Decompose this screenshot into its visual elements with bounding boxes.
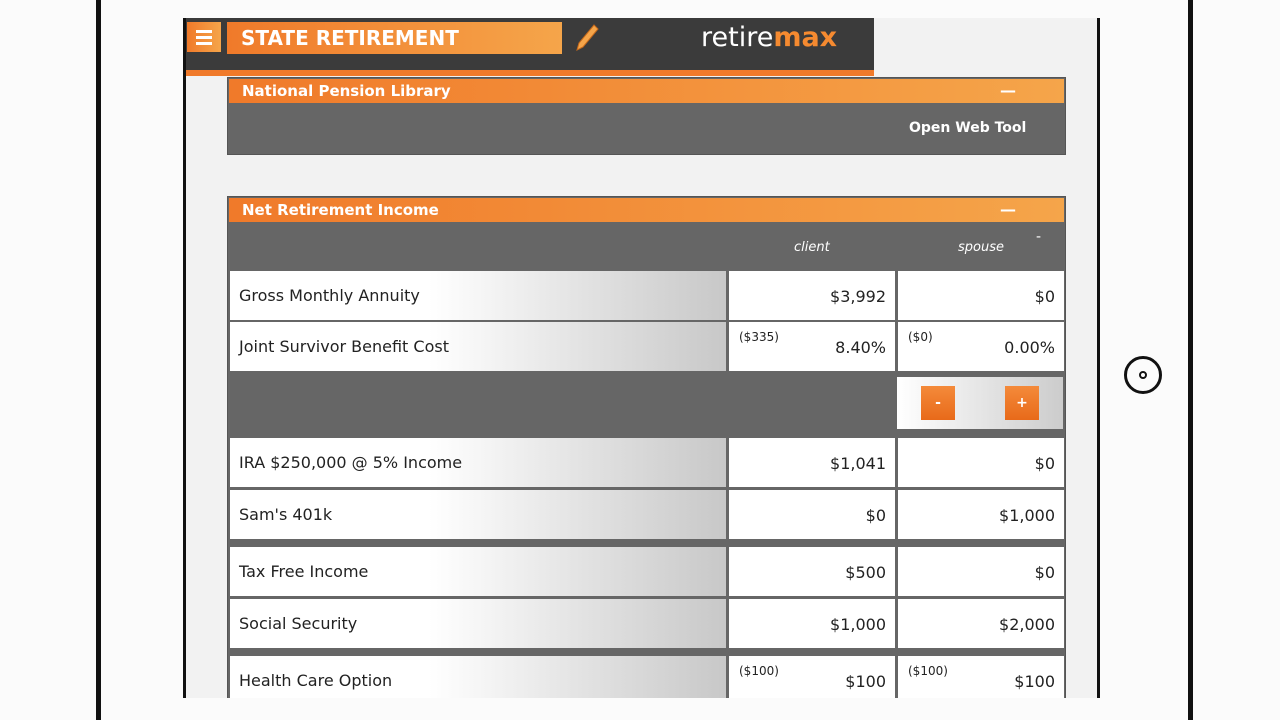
stepper-plus[interactable]: + bbox=[1005, 386, 1039, 420]
client-value: $0 bbox=[865, 506, 886, 525]
library-title: National Pension Library bbox=[229, 79, 1064, 103]
screen: STATE RETIREMENT retiremax National Pens… bbox=[183, 18, 1100, 698]
spouse-note: ($100) bbox=[908, 664, 948, 678]
client-note: ($100) bbox=[739, 664, 779, 678]
client-value: $1,041 bbox=[830, 454, 886, 473]
frame-right bbox=[1188, 0, 1193, 720]
spouse-cell: ($100) $100 bbox=[898, 656, 1064, 698]
row-label: IRA $250,000 @ 5% Income bbox=[230, 438, 726, 487]
library-panel: National Pension Library — Open Web Tool bbox=[227, 77, 1066, 155]
income-title: Net Retirement Income bbox=[229, 198, 1064, 222]
app-title: STATE RETIREMENT bbox=[227, 22, 562, 54]
brand-bold: max bbox=[773, 22, 838, 53]
spouse-cell: ($0) 0.00% bbox=[898, 322, 1064, 371]
client-value: $500 bbox=[845, 563, 886, 582]
row-label: Social Security bbox=[230, 599, 726, 648]
spouse-value: $0 bbox=[1034, 454, 1055, 473]
spouse-cell: $0 bbox=[898, 547, 1064, 596]
row-label-text: Joint Survivor Benefit Cost bbox=[239, 337, 449, 356]
client-value: $3,992 bbox=[830, 287, 886, 306]
income-collapse[interactable]: — bbox=[1000, 200, 1016, 219]
column-client: client bbox=[794, 240, 830, 255]
spouse-cell: $0 bbox=[898, 271, 1064, 320]
open-web-tool[interactable]: Open Web Tool bbox=[909, 120, 1027, 136]
spouse-value: 0.00% bbox=[1004, 338, 1055, 357]
row-label-text: Social Security bbox=[239, 614, 358, 633]
row-label-text: Health Care Option bbox=[239, 671, 393, 690]
row-label-text: Sam's 401k bbox=[239, 505, 333, 524]
column-corner[interactable]: - bbox=[1036, 229, 1042, 245]
spouse-value: $2,000 bbox=[999, 615, 1055, 634]
row-label: Joint Survivor Benefit Cost bbox=[230, 322, 726, 371]
client-cell: $1,000 bbox=[729, 599, 895, 648]
row-label: Tax Free Income bbox=[230, 547, 726, 596]
client-note: ($335) bbox=[739, 330, 779, 344]
spouse-note: ($0) bbox=[908, 330, 933, 344]
client-cell: $0 bbox=[729, 490, 895, 539]
client-cell: $500 bbox=[729, 547, 895, 596]
client-cell: $1,041 bbox=[729, 438, 895, 487]
row-label-text: IRA $250,000 @ 5% Income bbox=[239, 453, 463, 472]
brand: retiremax bbox=[701, 22, 837, 53]
spouse-value: $0 bbox=[1034, 287, 1055, 306]
spouse-cell: $2,000 bbox=[898, 599, 1064, 648]
spouse-cell: $1,000 bbox=[898, 490, 1064, 539]
spouse-value: $0 bbox=[1034, 563, 1055, 582]
column-spouse: spouse bbox=[958, 240, 1004, 255]
row-label: Sam's 401k bbox=[230, 490, 726, 539]
row-label-text: Gross Monthly Annuity bbox=[239, 286, 420, 305]
client-value: $100 bbox=[845, 672, 886, 691]
client-cell: ($335) 8.40% bbox=[729, 322, 895, 371]
spouse-value: $1,000 bbox=[999, 506, 1055, 525]
spouse-cell: $0 bbox=[898, 438, 1064, 487]
library-collapse[interactable]: — bbox=[1000, 81, 1016, 100]
brand-light: retire bbox=[701, 22, 774, 53]
row-label: Gross Monthly Annuity bbox=[230, 271, 726, 320]
client-cell: ($100) $100 bbox=[729, 656, 895, 698]
stepper-minus[interactable]: - bbox=[921, 386, 955, 420]
edit-icon[interactable] bbox=[574, 22, 600, 52]
client-cell: $3,992 bbox=[729, 271, 895, 320]
row-label: Health Care Option bbox=[230, 656, 726, 698]
stepper: - + bbox=[897, 377, 1063, 429]
home-button[interactable] bbox=[1124, 356, 1162, 394]
client-value: 8.40% bbox=[835, 338, 886, 357]
spouse-value: $100 bbox=[1014, 672, 1055, 691]
menu-button[interactable] bbox=[187, 22, 221, 52]
row-label-text: Tax Free Income bbox=[239, 562, 369, 581]
header-bar: STATE RETIREMENT retiremax bbox=[186, 18, 874, 76]
income-panel: Net Retirement Income — client spouse - … bbox=[227, 196, 1066, 698]
frame-left bbox=[96, 0, 101, 720]
client-value: $1,000 bbox=[830, 615, 886, 634]
